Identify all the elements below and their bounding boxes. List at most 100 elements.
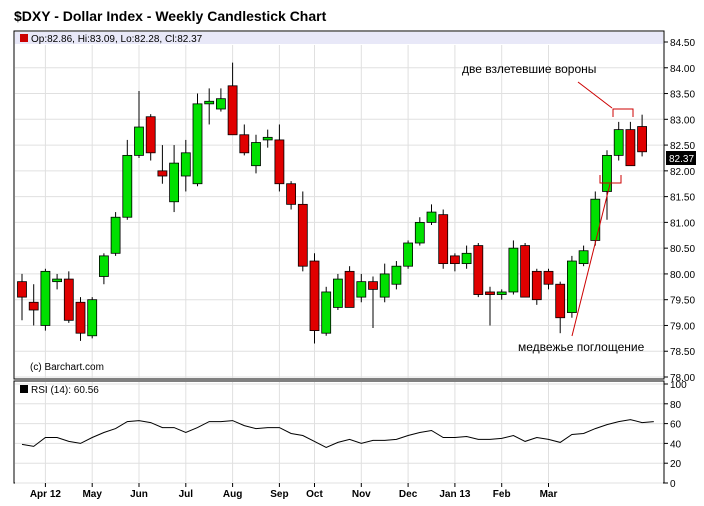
candle-body <box>99 255 109 277</box>
price-tick-label: 80.00 <box>670 270 695 281</box>
candle <box>122 139 133 220</box>
candle <box>344 266 355 308</box>
candle <box>215 88 226 112</box>
candle <box>134 90 144 158</box>
candle-body <box>110 216 121 254</box>
candle-body <box>40 270 51 326</box>
x-tick-label: Oct <box>306 489 323 500</box>
x-tick-label: Dec <box>399 489 418 500</box>
candle-body <box>239 134 250 154</box>
candle <box>637 114 647 157</box>
price-tick-label: 78.50 <box>670 347 695 358</box>
candle <box>461 245 472 269</box>
candle-body <box>567 260 577 313</box>
price-tick-label: 82.50 <box>670 141 695 152</box>
rsi-axis: 0 20 40 60 80 100 <box>664 380 687 490</box>
candle <box>309 253 320 344</box>
x-tick-label: Mar <box>540 489 558 500</box>
candle <box>274 124 285 192</box>
price-tick-label: 79.00 <box>670 321 695 332</box>
candle-body <box>227 85 238 136</box>
candle <box>414 217 425 246</box>
price-tick-label: 81.50 <box>670 193 695 204</box>
candle-body <box>321 291 332 334</box>
candle <box>321 286 332 336</box>
last-price-tag: 82.37 <box>666 151 696 165</box>
x-tick-label: Aug <box>223 489 242 500</box>
candle <box>63 271 74 323</box>
candle-body <box>122 154 133 218</box>
candle <box>567 255 577 318</box>
candle <box>438 209 449 269</box>
rsi-panel <box>13 380 665 484</box>
rsi-tick-label: 80 <box>670 400 682 411</box>
candle-body <box>461 252 472 265</box>
engulfing-bracket <box>599 175 622 184</box>
candle-body <box>613 129 624 156</box>
x-tick-label: Jan 13 <box>439 489 471 500</box>
candle <box>531 268 542 305</box>
candle-body <box>344 270 355 308</box>
candle <box>262 129 273 148</box>
candle <box>403 240 414 269</box>
candle <box>28 284 39 326</box>
price-tick-label: 83.00 <box>670 115 695 126</box>
candle-body <box>180 152 191 177</box>
x-axis: Apr 12 May Jun Jul Aug Sep Oct Nov Dec Jan 13 Feb M… <box>30 483 558 500</box>
rsi-legend-swatch <box>20 385 28 393</box>
candle-body <box>215 98 226 110</box>
rsi-line <box>21 419 654 448</box>
candle-body <box>134 126 144 156</box>
candle-body <box>543 270 554 285</box>
candle <box>157 145 168 184</box>
candle-body <box>87 299 98 337</box>
candle-body <box>274 139 285 185</box>
x-tick-label: Feb <box>493 489 511 500</box>
candle-body <box>602 154 612 192</box>
candle <box>391 261 402 290</box>
candle <box>379 263 390 303</box>
candle-body <box>204 100 215 105</box>
candle <box>239 124 250 156</box>
candle-body <box>508 247 519 293</box>
candle <box>180 139 191 192</box>
candle <box>110 212 121 256</box>
candle <box>602 150 612 220</box>
candle <box>485 286 495 326</box>
candle-body <box>286 183 297 205</box>
candle-body <box>75 301 86 334</box>
price-tick-label: 84.50 <box>670 38 695 49</box>
candle-body <box>356 281 367 298</box>
ohlc-legend: Op:82.86, Hi:83.09, Lo:82.28, Cl:82.37 <box>31 34 203 45</box>
candle <box>508 240 519 295</box>
candle <box>543 268 554 290</box>
candle <box>17 273 27 321</box>
candle-body <box>473 245 484 295</box>
rsi-tick-label: 100 <box>670 380 687 391</box>
candle-body <box>309 260 320 332</box>
candle <box>578 245 589 267</box>
candle-body <box>192 103 203 185</box>
candle-body <box>391 265 402 285</box>
candle <box>286 181 297 210</box>
x-tick-label: May <box>82 489 102 500</box>
candle <box>75 297 86 341</box>
candle-body <box>251 142 261 167</box>
chart-title: $DXY - Dollar Index - Weekly Candlestick… <box>14 8 327 24</box>
rsi-legend: RSI (14): 60.56 <box>31 385 99 396</box>
candle <box>473 243 484 298</box>
two-crows-bracket <box>612 108 634 117</box>
x-tick-label: Nov <box>352 489 371 500</box>
price-tick-label: 78.00 <box>670 373 695 384</box>
x-tick-label: Jun <box>130 489 148 500</box>
candle-body <box>520 245 530 298</box>
candle-body <box>403 242 414 267</box>
candle <box>204 88 215 125</box>
price-panel <box>13 30 665 380</box>
candle-body <box>52 278 62 283</box>
candle <box>555 281 566 334</box>
rsi-tick-label: 40 <box>670 439 682 450</box>
candle-body <box>368 281 378 290</box>
last-price-label: 82.37 <box>669 154 694 165</box>
legend-bar <box>15 32 663 44</box>
